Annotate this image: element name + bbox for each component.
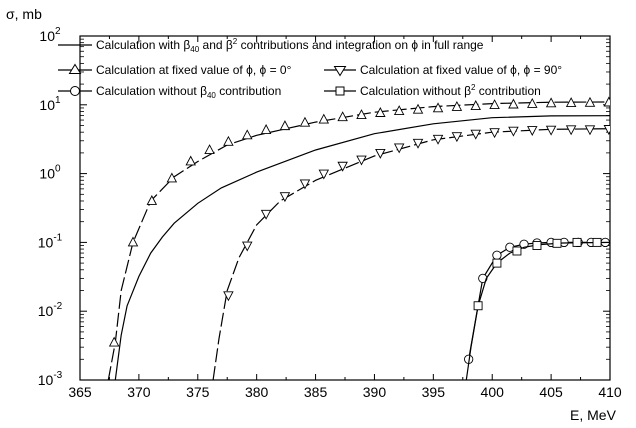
point-phi0	[489, 99, 500, 110]
point-no_b2	[572, 237, 582, 247]
point-no_b2	[492, 258, 502, 268]
legend-label-full: Calculation with β40 and β2 contribution…	[96, 37, 484, 54]
x-tick-label: 365	[68, 384, 92, 400]
point-phi90	[584, 125, 596, 136]
point-phi0	[279, 120, 291, 131]
y-tick-label: 10-1	[38, 232, 63, 250]
point-phi0	[204, 144, 215, 154]
point-no_b2	[592, 237, 602, 247]
y-tick-label: 10-3	[38, 370, 63, 388]
point-phi0	[241, 129, 253, 140]
point-phi90	[318, 169, 330, 180]
point-phi0	[127, 236, 139, 247]
point-no_b2	[552, 238, 562, 248]
point-phi90	[527, 126, 538, 136]
point-no_b2	[473, 301, 483, 311]
point-phi0	[337, 111, 348, 122]
point-no_b2	[512, 246, 522, 256]
point-phi90	[356, 155, 367, 166]
x-tick-label: 375	[186, 384, 210, 400]
point-no_b40	[492, 250, 502, 260]
x-tick-label: 395	[422, 384, 446, 400]
point-phi90	[223, 291, 234, 302]
point-phi0	[375, 107, 386, 117]
legend-marker-triangle-down	[333, 66, 347, 77]
series-line-full	[114, 115, 610, 380]
point-phi0	[356, 109, 367, 119]
legend-label-phi0: Calculation at fixed value of ϕ, ϕ = 0°	[96, 63, 292, 77]
point-phi0	[299, 116, 311, 127]
point-phi90	[565, 125, 577, 136]
x-axis-title: E, MeV	[570, 407, 617, 423]
point-phi90	[260, 209, 272, 220]
x-tick-label: 370	[127, 384, 151, 400]
point-phi0	[508, 98, 519, 109]
point-phi0	[146, 195, 158, 205]
point-phi0	[393, 105, 405, 116]
point-phi90	[393, 143, 405, 154]
point-phi0	[470, 100, 481, 110]
x-tick-label: 400	[481, 384, 505, 400]
point-phi0	[108, 336, 120, 347]
point-phi0	[432, 102, 444, 113]
point-phi0	[527, 97, 538, 108]
point-phi0	[185, 155, 196, 166]
point-phi90	[489, 128, 500, 139]
y-axis-title: σ, mb	[6, 6, 42, 22]
x-tick-label: 385	[304, 384, 328, 400]
x-tick-label: 390	[363, 384, 387, 400]
y-tick-label: 10-2	[38, 301, 63, 319]
y-tick-label: 101	[39, 95, 61, 113]
y-tick-label: 102	[39, 26, 61, 44]
point-phi0	[584, 96, 596, 107]
point-phi0	[603, 96, 610, 107]
series-line-phi90	[212, 128, 610, 380]
legend-label-no-b40: Calculation without β40 contribution	[96, 84, 281, 100]
point-phi90	[545, 125, 557, 136]
point-phi90	[337, 161, 348, 172]
point-phi90	[375, 148, 386, 159]
point-phi0	[451, 101, 463, 111]
plot-layer: 365 370 375 380 385 390 395 400 405 410 102 101 100 1…	[38, 26, 622, 400]
legend-label-phi90: Calculation at fixed value of ϕ, ϕ = 90°	[360, 63, 562, 77]
point-phi90	[299, 179, 311, 190]
point-no_b2	[532, 241, 542, 250]
point-phi0	[223, 135, 234, 146]
legend: Calculation with β40 and β2 contribution…	[58, 37, 562, 100]
point-phi90	[508, 126, 519, 137]
legend-label-no-b2: Calculation without β2 contribution	[360, 83, 541, 98]
x-tick-label: 410	[598, 384, 622, 400]
point-phi0	[545, 97, 557, 108]
point-phi0	[318, 113, 330, 124]
x-tick-label: 405	[539, 384, 563, 400]
x-tick-label: 380	[245, 384, 269, 400]
series-line-no_b2	[465, 241, 610, 380]
series-line-no_b40	[468, 241, 606, 360]
y-tick-label: 100	[39, 164, 61, 182]
point-phi90	[432, 134, 444, 145]
legend-marker-square	[335, 86, 345, 96]
point-phi0	[412, 103, 424, 114]
point-phi90	[279, 192, 291, 203]
point-phi90	[241, 241, 253, 252]
point-phi90	[470, 129, 481, 140]
point-phi90	[451, 132, 463, 143]
legend-marker-triangle-up	[68, 63, 82, 74]
point-phi90	[603, 125, 610, 135]
point-phi0	[260, 124, 272, 134]
legend-marker-circle	[70, 86, 80, 96]
point-phi0	[166, 172, 178, 183]
point-phi90	[412, 138, 424, 149]
point-phi0	[565, 97, 577, 108]
series-group	[107, 96, 610, 380]
